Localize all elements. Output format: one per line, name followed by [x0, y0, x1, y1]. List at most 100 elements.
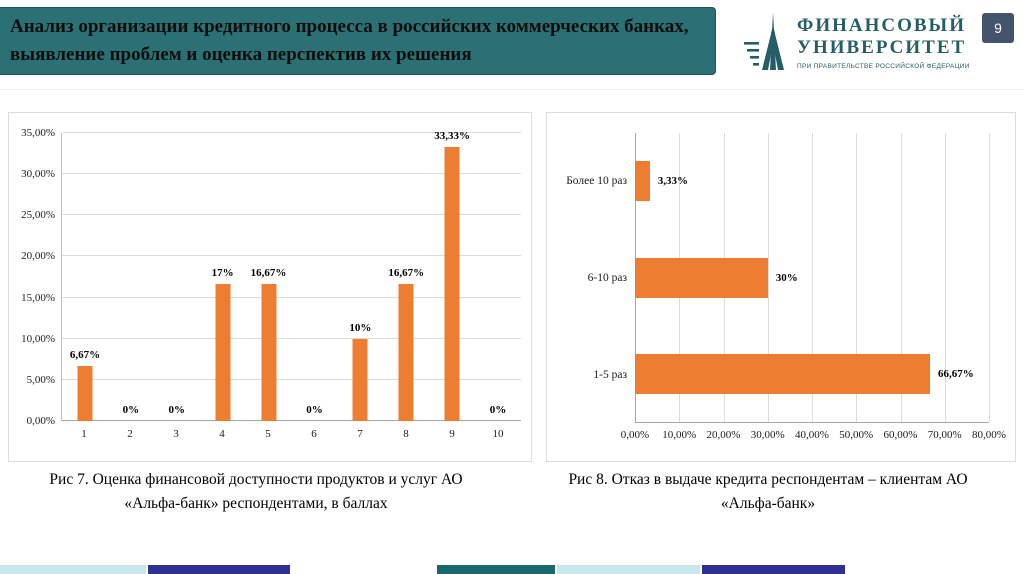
- bar-value-label: 10%: [349, 321, 372, 334]
- v-gridline: [900, 133, 902, 422]
- left-chart-caption: Рис 7. Оценка финансовой доступности про…: [0, 468, 512, 516]
- title-band: Анализ организации кредитного процесса в…: [0, 7, 716, 75]
- page-number-badge: 9: [982, 13, 1014, 43]
- left-chart-panel: 0,00% 5,00% 10,00% 15,00% 20,00% 25,00% 30,00%…: [8, 112, 532, 462]
- x-tick-label: 10,00%: [662, 429, 697, 441]
- left-chart-body: 0,00% 5,00% 10,00% 15,00% 20,00% 25,00% 30,00%…: [9, 113, 531, 427]
- footer-strip-segment: [0, 565, 146, 574]
- university-spire-icon: [742, 12, 788, 75]
- x-axis-line: [62, 420, 521, 421]
- footer-strip-segment: [557, 565, 700, 574]
- bar-value-label: 0%: [168, 404, 186, 416]
- v-gridline: [812, 133, 813, 422]
- bar-value-label: 16,67%: [388, 266, 425, 279]
- bar-value-label: 16,67%: [250, 266, 287, 279]
- bar-value-label: 6,67%: [69, 349, 101, 362]
- right-chart-plot: 3,33% 30% 66,67%: [635, 133, 990, 423]
- y-tick-label: 25,00%: [21, 209, 55, 222]
- footer-strip: [0, 565, 1024, 574]
- x-category-label: 2: [127, 428, 133, 440]
- v-gridline: [989, 133, 990, 422]
- x-category-label: 9: [449, 428, 455, 440]
- bar-score-5: [261, 283, 277, 421]
- x-tick-label: 50,00%: [839, 429, 874, 441]
- category-label: 1-5 раз: [593, 368, 627, 381]
- x-tick-label: 40,00%: [795, 429, 829, 441]
- h-gridline: [62, 378, 521, 380]
- logo-line-1: ФИНАНСОВЫЙ: [797, 15, 966, 36]
- h-gridline: [62, 296, 521, 298]
- left-chart-x-axis: 1 2 3 4 5 6 7 8 9 10: [61, 421, 521, 447]
- v-gridline: [944, 133, 946, 422]
- x-category-label: 1: [81, 428, 87, 440]
- bar-score-1: [77, 366, 93, 421]
- right-chart-category-axis: Более 10 раз 6-10 раз 1-5 раз: [555, 133, 635, 423]
- left-chart-plot: 6,67% 0% 0% 17% 16,67% 0% 10% 16,67% 33,33% 0%: [61, 129, 521, 421]
- category-label: 6-10 раз: [587, 272, 627, 284]
- y-tick-label: 35,00%: [21, 127, 55, 139]
- y-tick-label: 0,00%: [26, 415, 55, 427]
- bar-Более 10 раз: [635, 161, 650, 202]
- x-category-label: 8: [403, 428, 409, 440]
- university-logo-text: ФИНАНСОВЫЙ УНИВЕРСИТЕТ ПРИ ПРАВИТЕЛЬСТВЕ…: [797, 12, 970, 70]
- bar-6-10 раз: [635, 257, 768, 298]
- x-category-label: 4: [219, 428, 225, 440]
- h-gridline: [62, 214, 521, 216]
- bar-value-label: 17%: [211, 266, 234, 279]
- slide-header: Анализ организации кредитного процесса в…: [0, 0, 1024, 90]
- x-category-label: 3: [173, 428, 179, 440]
- h-gridline: [62, 173, 521, 175]
- x-category-label: 5: [265, 428, 271, 440]
- logo-subtitle: ПРИ ПРАВИТЕЛЬСТВЕ РОССИЙСКОЙ ФЕДЕРАЦИИ: [797, 62, 970, 70]
- h-gridline: [62, 337, 521, 339]
- right-chart-body: Более 10 раз 6-10 раз 1-5 раз 3,33% 30% 66,6…: [547, 113, 1015, 423]
- x-category-label: 6: [311, 428, 317, 440]
- x-tick-label: 20,00%: [706, 429, 741, 441]
- x-category-label: 7: [357, 428, 363, 440]
- x-tick-label: 70,00%: [927, 429, 962, 441]
- bar-score-8: [398, 283, 414, 421]
- bar-value-label: 0%: [306, 404, 323, 416]
- x-tick-label: 80,00%: [972, 429, 1006, 441]
- bar-value-label: 33,33%: [434, 129, 471, 142]
- footer-strip-segment: [702, 565, 845, 574]
- footer-strip-segment: [148, 565, 290, 574]
- bar-value-label: 0%: [122, 404, 140, 416]
- x-tick-label: 0,00%: [620, 429, 650, 441]
- y-tick-label: 20,00%: [21, 250, 55, 263]
- captions-row: Рис 7. Оценка финансовой доступности про…: [0, 468, 1024, 516]
- left-chart-y-axis: 0,00% 5,00% 10,00% 15,00% 20,00% 25,00% 30,00%…: [15, 127, 61, 427]
- category-label: Более 10 раз: [566, 175, 627, 188]
- x-tick-label: 60,00%: [883, 429, 918, 441]
- charts-area: 0,00% 5,00% 10,00% 15,00% 20,00% 25,00% 30,00%…: [8, 112, 1016, 462]
- university-logo: ФИНАНСОВЫЙ УНИВЕРСИТЕТ ПРИ ПРАВИТЕЛЬСТВЕ…: [742, 12, 970, 75]
- right-chart-caption: Рис 8. Отказ в выдаче кредита респондент…: [512, 468, 1024, 516]
- bar-score-9: [444, 146, 460, 421]
- bar-value-label: 0%: [489, 404, 507, 416]
- bar-score-7: [352, 338, 368, 421]
- caption-text: Рис 7. Оценка финансовой доступности про…: [49, 471, 463, 513]
- bar-score-4: [215, 283, 231, 421]
- y-tick-label: 30,00%: [21, 168, 55, 181]
- v-gridline: [856, 133, 858, 422]
- h-gridline: [62, 132, 521, 133]
- y-tick-label: 15,00%: [21, 291, 55, 304]
- y-tick-label: 5,00%: [26, 373, 55, 386]
- page-number: 9: [994, 20, 1002, 36]
- bar-1-5 раз: [635, 353, 930, 394]
- caption-text: Рис 8. Отказ в выдаче кредита респондент…: [568, 471, 968, 513]
- x-tick-label: 30,00%: [750, 429, 785, 441]
- right-chart-panel: Более 10 раз 6-10 раз 1-5 раз 3,33% 30% 66,6…: [546, 112, 1016, 462]
- y-tick-label: 10,00%: [21, 332, 55, 345]
- v-gridline: [767, 133, 769, 422]
- bar-value-label: 66,67%: [938, 367, 974, 380]
- h-gridline: [62, 255, 521, 257]
- footer-strip-segment: [437, 565, 555, 574]
- bar-value-label: 3,33%: [657, 175, 688, 188]
- right-chart-x-axis: 0,00% 10,00% 20,00% 30,00% 40,00% 50,00% 60,00…: [621, 423, 1006, 447]
- page-title: Анализ организации кредитного процесса в…: [10, 16, 689, 65]
- bar-value-label: 30%: [775, 271, 798, 284]
- logo-line-2: УНИВЕРСИТЕТ: [797, 37, 967, 59]
- x-category-label: 10: [492, 428, 504, 440]
